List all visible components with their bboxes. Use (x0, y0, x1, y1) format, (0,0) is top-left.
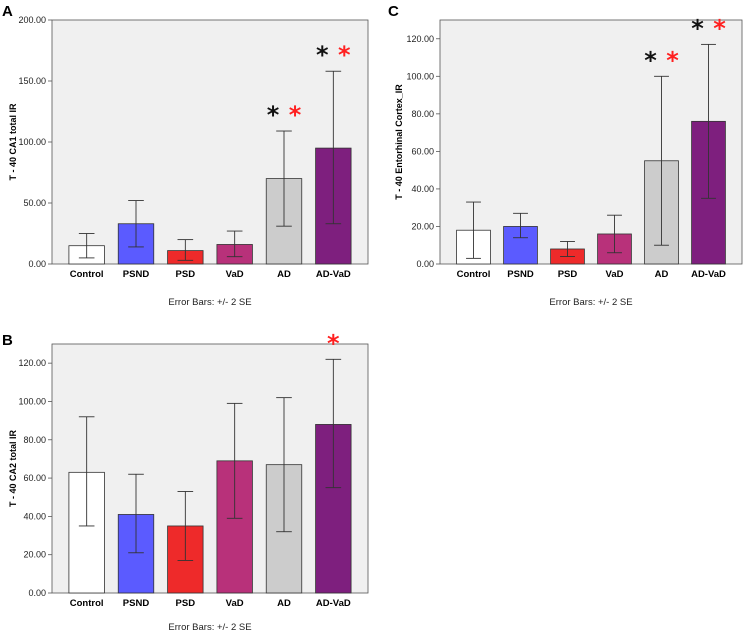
error-bar-control (78, 416, 95, 527)
error-bar-ad (654, 75, 669, 246)
error-bar-caption: Error Bars: +/- 2 SE (168, 297, 251, 308)
error-bar-ad (276, 130, 292, 227)
x-tick-label: PSD (558, 269, 578, 280)
panel-letter: B (2, 332, 13, 349)
y-tick-label: 60.00 (411, 146, 434, 156)
error-bar-ad-vad (325, 70, 342, 225)
panel-letter: C (388, 3, 399, 20)
significance-star-red: * (713, 14, 726, 42)
significance-star-red: * (666, 46, 679, 74)
y-tick-label: 100.00 (18, 396, 46, 406)
y-tick-label: 150.00 (18, 76, 46, 86)
y-tick-label: 0.00 (28, 259, 46, 269)
significance-star-red: * (289, 101, 302, 129)
error-bar-psnd (128, 473, 144, 554)
error-bar-control (466, 201, 481, 259)
y-tick-label: 0.00 (28, 588, 46, 598)
error-bar-psd (177, 239, 194, 261)
y-tick-label: 0.00 (416, 259, 434, 269)
chart-panel-b: B 0.00 20.00 40.00 60.00 80.00 100.00 120.00 T -… (2, 329, 369, 633)
x-tick-label: PSND (507, 269, 534, 280)
error-bar-vad (226, 402, 243, 519)
error-bar-control (78, 233, 95, 259)
error-bar-vad (226, 230, 243, 258)
x-tick-label: Control (70, 269, 104, 280)
x-tick-label: AD (277, 598, 291, 609)
y-tick-label: 40.00 (411, 184, 434, 194)
x-tick-label: VaD (226, 598, 244, 609)
y-tick-label: 40.00 (23, 511, 46, 521)
error-bar-caption: Error Bars: +/- 2 SE (168, 622, 251, 633)
y-tick-label: 100.00 (406, 71, 434, 81)
x-tick-label: Control (457, 269, 491, 280)
x-tick-label: PSND (123, 269, 150, 280)
error-bar-ad-vad (325, 358, 342, 489)
significance-star-black: * (691, 14, 704, 42)
y-tick-label: 80.00 (411, 109, 434, 119)
error-bar-psnd (513, 212, 528, 239)
x-tick-label: PSND (123, 598, 150, 609)
error-bar-vad (607, 214, 622, 254)
y-tick-label: 80.00 (23, 435, 46, 445)
significance-star-black: * (316, 41, 329, 69)
y-tick-label: 120.00 (18, 358, 46, 368)
error-bar-psd (560, 241, 575, 257)
x-tick-label: AD (655, 269, 669, 280)
y-axis-title: T - 40 CA1 total IR (8, 103, 18, 181)
x-tick-label: VaD (606, 269, 624, 280)
panel-letter: A (2, 3, 13, 20)
y-tick-label: 20.00 (411, 221, 434, 231)
y-tick-label: 100.00 (18, 137, 46, 147)
error-bar-psnd (128, 200, 144, 248)
x-tick-label: AD-VaD (316, 269, 351, 280)
y-tick-label: 60.00 (23, 473, 46, 483)
significance-star-red: * (338, 41, 351, 69)
y-tick-label: 50.00 (23, 198, 46, 208)
error-bar-caption: Error Bars: +/- 2 SE (549, 297, 632, 308)
x-tick-label: VaD (226, 269, 244, 280)
x-tick-label: PSD (176, 598, 196, 609)
x-tick-label: AD-VaD (691, 269, 726, 280)
error-bar-ad (276, 397, 292, 533)
error-bar-ad-vad (701, 43, 716, 199)
error-bar-psd (177, 491, 194, 561)
x-tick-label: PSD (176, 269, 196, 280)
y-axis-title: T - 40 CA2 total IR (8, 429, 18, 507)
x-tick-label: Control (70, 598, 104, 609)
y-tick-label: 200.00 (18, 15, 46, 25)
significance-star-red: * (327, 329, 340, 357)
y-axis-title: T - 40 Entorhinal Cortex_IR (394, 84, 404, 200)
significance-star-black: * (644, 46, 657, 74)
y-tick-label: 20.00 (23, 550, 46, 560)
x-tick-label: AD (277, 269, 291, 280)
chart-panel-c: C 0.00 20.00 40.00 60.00 80.00 100.00 120.00 T -… (388, 3, 743, 308)
y-tick-label: 120.00 (406, 34, 434, 44)
significance-star-black: * (267, 101, 280, 129)
chart-panel-a: A 0.00 50.00 100.00 150.00 200.00 T - 40 CA1 t… (2, 3, 369, 308)
x-tick-label: AD-VaD (316, 598, 351, 609)
